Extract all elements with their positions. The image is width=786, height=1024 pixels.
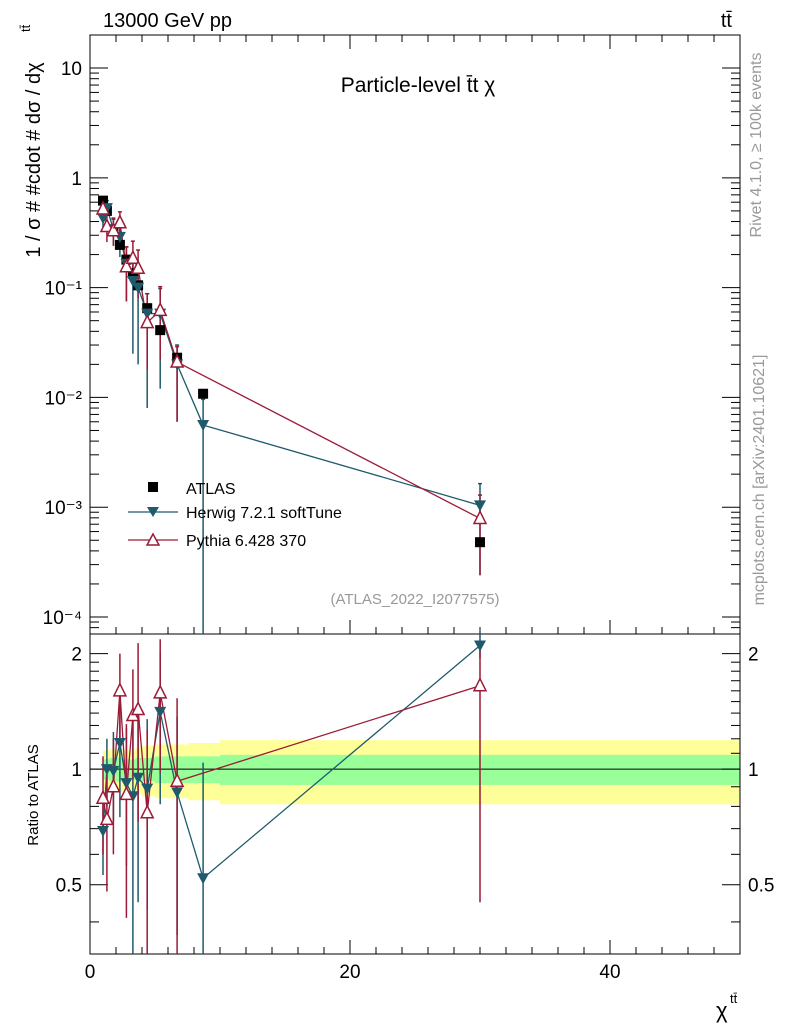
marker-main-pythia (99, 217, 115, 233)
data-point-atlas (114, 239, 125, 250)
legend-marker-atlas (148, 482, 158, 492)
y-tick-label-main: 10⁻¹ (45, 279, 83, 300)
y-axis-label-ratio: Ratio to ATLAS (25, 744, 42, 845)
y-tick-label-main: 10 (61, 59, 82, 80)
marker-ratio-herwig (120, 778, 133, 790)
x-axis-label: χ (716, 998, 728, 1023)
energy-label: 13000 GeV pp (103, 10, 232, 32)
x-tick-label: 40 (599, 962, 620, 983)
y-axis-label-main: 1 / σ # #cdot # dσ / dχ (23, 62, 45, 258)
legend-label-pythia: Pythia 6.428 370 (186, 533, 306, 550)
ratio-band-inner (155, 756, 168, 784)
data-point-atlas (475, 537, 485, 548)
marker-main-pythia (125, 249, 141, 265)
marker-ratio-pythia (472, 677, 488, 692)
marker-ratio-herwig (154, 706, 167, 718)
marker-main-herwig (126, 275, 139, 287)
ratio-plot-frame (89, 633, 741, 955)
marker-main-pythia (139, 313, 155, 329)
marker-main-pythia (152, 301, 168, 317)
data-point-atlas (155, 325, 166, 336)
marker-main-herwig (97, 213, 109, 225)
marker-ratio-pythia (139, 804, 155, 819)
y-tick-label-main: 10⁻³ (45, 498, 83, 519)
marker-main-herwig (474, 500, 486, 512)
y-tick-label-ratio-right: 2 (748, 645, 759, 666)
marker-ratio-pythia (169, 772, 185, 788)
y-tick-label-ratio: 0.5 (56, 876, 82, 897)
marker-main-pythia (112, 214, 128, 229)
marker-ratio-herwig (97, 826, 109, 838)
marker-ratio-herwig (107, 765, 120, 777)
marker-ratio-herwig (132, 772, 145, 784)
rivet-label: Rivet 4.1.0, ≥ 100k events (748, 53, 765, 238)
x-tick-label: 20 (339, 962, 360, 983)
marker-main-pythia (472, 509, 488, 525)
marker-ratio-pythia (130, 700, 146, 716)
marker-ratio-pythia (95, 789, 111, 804)
marker-ratio-herwig (113, 738, 126, 750)
mcplots-label: mcplots.cern.ch [arXiv:2401.10621] (751, 355, 768, 606)
marker-main-pythia (95, 200, 111, 215)
marker-ratio-pythia (99, 810, 115, 826)
marker-ratio-pythia (119, 785, 134, 801)
legend-marker-herwig (147, 507, 159, 517)
marker-ratio-herwig (171, 787, 184, 799)
y-tick-label-ratio-right: 0.5 (748, 876, 774, 897)
marker-main-pythia (119, 258, 134, 273)
marker-ratio-pythia (112, 682, 128, 697)
y-tick-label-ratio: 1 (71, 760, 82, 781)
x-axis-label-sup: tt̄ (730, 991, 738, 1006)
y-tick-label-main: 1 (71, 169, 82, 190)
analysis-id: (ATLAS_2022_I2077575) (330, 591, 499, 608)
y-tick-label-main: 10⁻⁴ (43, 608, 82, 629)
marker-ratio-pythia (106, 778, 121, 793)
marker-ratio-pythia (152, 684, 168, 699)
y-axis-label-main-sup: tt̄ (18, 24, 33, 32)
marker-ratio-herwig (197, 873, 210, 885)
legend-marker-pythia (145, 532, 161, 546)
x-tick-label: 0 (85, 962, 96, 983)
marker-main-herwig (197, 420, 210, 432)
legend: ATLAS Herwig 7.2.1 softTune Pythia 6.428… (128, 481, 342, 550)
marker-main-pythia (169, 353, 185, 368)
legend-label-atlas: ATLAS (186, 481, 236, 498)
marker-ratio-herwig (141, 783, 154, 795)
y-tick-label-main: 10⁻² (45, 388, 83, 409)
y-tick-label-ratio-right: 1 (748, 760, 759, 781)
marker-ratio-herwig (474, 640, 486, 652)
chart-title: Particle-level t̄t χ (341, 74, 496, 97)
marker-main-pythia (130, 259, 146, 275)
y-tick-label-ratio: 2 (71, 645, 82, 666)
process-label: tt̄ (721, 10, 733, 32)
data-point-atlas (142, 303, 153, 314)
legend-label-herwig: Herwig 7.2.1 softTune (186, 505, 342, 522)
data-point-atlas (198, 388, 209, 399)
marker-main-herwig (132, 282, 145, 294)
marker-main-pythia (106, 222, 121, 237)
